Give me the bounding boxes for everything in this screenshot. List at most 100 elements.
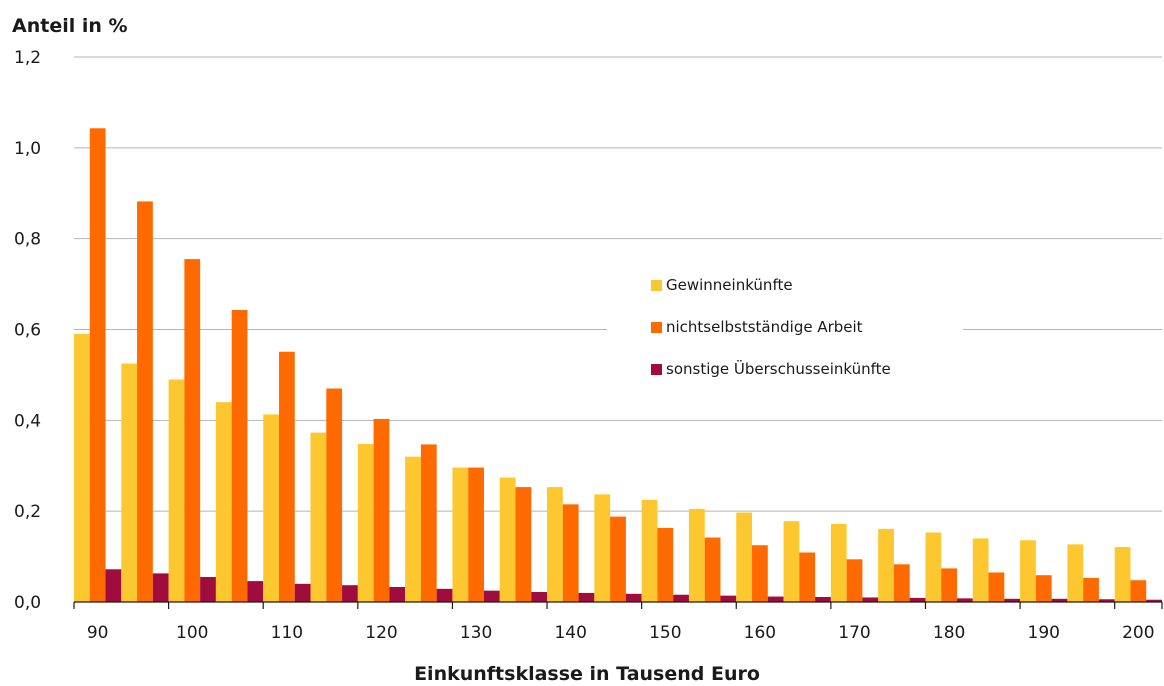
x-tick-label: 170 — [838, 623, 870, 643]
bar — [294, 583, 311, 602]
bar — [326, 388, 343, 602]
bar — [1020, 540, 1036, 602]
bar — [1130, 580, 1147, 602]
x-tick-label: 100 — [176, 623, 208, 643]
bar — [483, 590, 500, 602]
bar — [720, 595, 737, 602]
y-tick-labels: 0,0 0,2 0,4 0,6 0,8 1,0 1,2 — [14, 48, 41, 613]
bar — [184, 259, 201, 602]
bar — [878, 528, 894, 602]
bar — [1051, 598, 1068, 602]
bar — [247, 581, 264, 602]
bar — [342, 585, 358, 602]
y-tick-label: 0,8 — [14, 230, 41, 250]
gridlines — [74, 56, 1162, 512]
bar — [752, 545, 768, 602]
legend-label: nichtselbstständige Arbeit — [666, 318, 863, 336]
y-tick-label: 1,2 — [14, 48, 41, 68]
bar — [704, 537, 721, 602]
bar — [1098, 599, 1115, 602]
bar — [74, 334, 90, 602]
y-tick-label: 0,2 — [14, 502, 41, 522]
bar — [436, 588, 453, 602]
bar — [799, 552, 816, 602]
bar — [736, 512, 753, 602]
x-axis-title: Einkunftsklasse in Tausend Euro — [414, 663, 760, 685]
bar — [941, 568, 958, 602]
bar — [468, 467, 484, 602]
legend-label: sonstige Überschusseinkünfte — [666, 359, 891, 378]
bar — [373, 418, 390, 602]
bar — [1067, 544, 1084, 602]
bar — [988, 572, 1005, 602]
bar — [767, 596, 784, 602]
bar — [1083, 577, 1099, 602]
legend-swatch — [651, 364, 662, 375]
bar — [925, 532, 942, 602]
y-tick-label: 0,4 — [14, 411, 41, 431]
bar — [594, 494, 611, 602]
bar — [168, 379, 185, 602]
x-tick-label: 200 — [1122, 623, 1154, 643]
bar — [499, 477, 516, 602]
bar — [420, 444, 437, 602]
bars — [74, 128, 1162, 603]
x-tick-label: 140 — [554, 623, 586, 643]
x-tick-label: 180 — [933, 623, 965, 643]
x-tick-label: 160 — [744, 623, 776, 643]
bar — [578, 592, 595, 602]
x-tick-label: 190 — [1028, 623, 1060, 643]
legend-swatch — [651, 280, 662, 291]
bar — [1146, 599, 1162, 602]
bar — [862, 597, 879, 602]
bar — [815, 597, 831, 602]
bar — [452, 467, 469, 602]
bar — [547, 487, 563, 602]
bar — [783, 521, 800, 602]
bar — [515, 487, 532, 602]
bar — [657, 527, 674, 602]
bar — [957, 598, 973, 602]
x-tick-label: 150 — [649, 623, 681, 643]
legend-label: Gewinneinkünfte — [666, 276, 793, 294]
bar — [846, 559, 863, 602]
bar — [1035, 575, 1052, 602]
bar — [231, 309, 248, 602]
bar — [405, 456, 421, 602]
bar — [972, 538, 989, 602]
bar — [531, 592, 548, 602]
y-tick-label: 1,0 — [14, 139, 41, 159]
bar — [357, 443, 374, 602]
bar — [137, 201, 153, 602]
bar — [562, 504, 579, 602]
y-tick-label: 0,0 — [14, 593, 41, 613]
bar — [310, 432, 327, 602]
bar — [263, 414, 279, 602]
x-tick-label: 90 — [87, 623, 109, 643]
x-tick-label: 120 — [365, 623, 397, 643]
bar — [909, 597, 926, 602]
x-tick-label: 130 — [460, 623, 492, 643]
bar — [610, 516, 626, 602]
bar — [688, 508, 705, 602]
bar — [830, 523, 847, 602]
bar — [625, 593, 642, 602]
bar — [673, 594, 689, 602]
bar — [152, 573, 169, 602]
bar — [278, 351, 295, 602]
bar — [215, 402, 232, 602]
bar — [893, 564, 910, 602]
bar — [641, 499, 658, 602]
bar — [200, 577, 216, 602]
bar — [389, 587, 406, 602]
bar — [121, 363, 138, 602]
x-ticks: 90 100 110 120 130 140 150 160 170 180 190 200 — [73, 602, 1163, 643]
legend: Gewinneinkünfte nichtselbstständige Arbei… — [651, 276, 891, 378]
y-axis-title: Anteil in % — [12, 15, 128, 37]
x-tick-label: 110 — [271, 623, 303, 643]
bar — [1004, 598, 1021, 602]
bar — [105, 569, 122, 602]
bar — [1114, 547, 1131, 602]
bar — [89, 128, 106, 603]
